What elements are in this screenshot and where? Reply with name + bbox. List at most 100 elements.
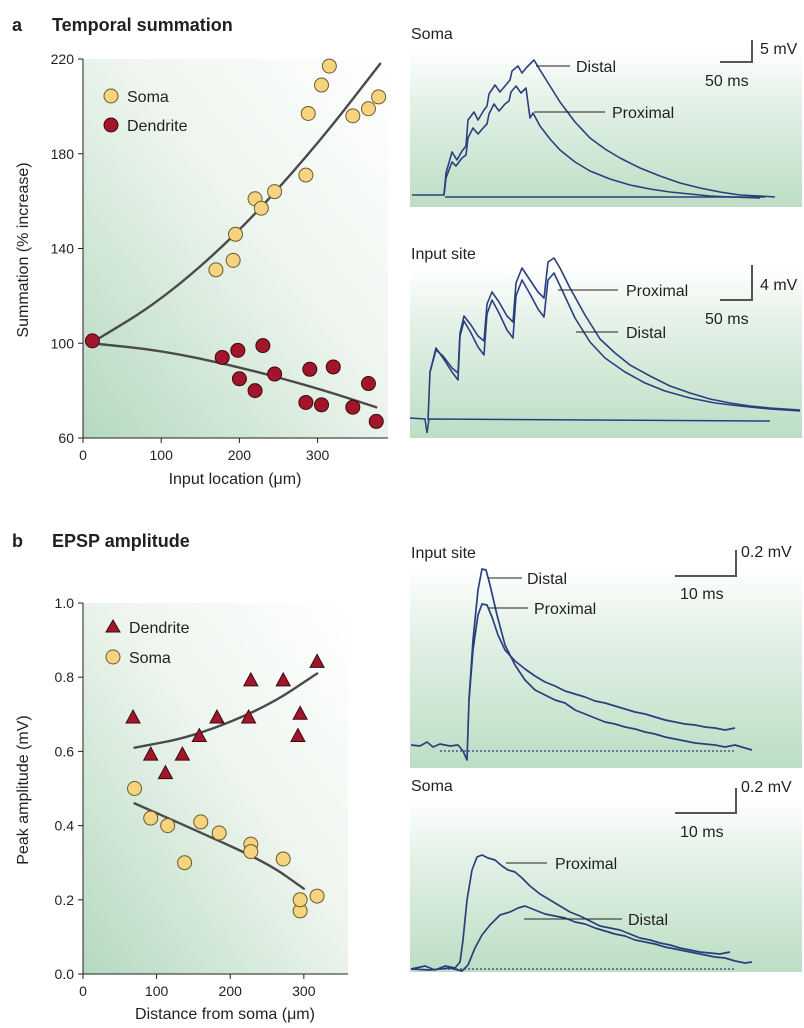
trace-b-soma-title: Soma — [411, 778, 453, 795]
point-dendrite — [231, 371, 247, 387]
trace-a-input-distal — [429, 272, 801, 412]
point-dendrite — [209, 708, 225, 724]
scatter-b-legend: Dendrite Soma — [105, 619, 190, 667]
trace-b-input-proximal — [468, 603, 736, 731]
point-soma — [345, 108, 361, 124]
trace-a-input-background — [410, 268, 802, 438]
point-dendrite — [345, 399, 361, 415]
point-soma — [298, 167, 314, 183]
point-soma — [143, 810, 159, 826]
scatter-a-ylabel: Summation (% increase) — [15, 162, 32, 337]
point-soma — [253, 200, 269, 216]
trace-a-input-label-proximal: Proximal — [626, 283, 688, 300]
point-soma — [321, 58, 337, 74]
trace-a-soma-label-distal: Distal — [576, 59, 616, 76]
point-dendrite — [191, 727, 208, 743]
legend-soma-marker — [103, 88, 119, 104]
legend-soma-label: Soma — [127, 89, 169, 106]
point-soma — [127, 781, 143, 796]
fit-line-soma — [133, 802, 306, 890]
trace-b-input-distal — [410, 568, 753, 761]
x-tick-label: 0 — [79, 447, 87, 463]
point-dendrite — [214, 349, 230, 365]
point-dendrite — [84, 333, 100, 349]
point-soma — [211, 825, 227, 841]
point-soma — [243, 844, 259, 860]
point-soma — [360, 101, 376, 117]
trace-a-input-label-distal: Distal — [626, 325, 666, 342]
legend-dendrite-label-b: Dendrite — [129, 620, 190, 637]
trace-a-input-title: Input site — [411, 246, 476, 263]
trace-a-soma-title: Soma — [411, 26, 453, 43]
point-dendrite — [309, 653, 325, 668]
x-tick-label: 300 — [306, 447, 330, 463]
point-soma — [371, 89, 387, 105]
point-dendrite — [125, 708, 141, 724]
trace-b-input-scale-t: 10 ms — [680, 586, 724, 603]
scatter-a-legend: Soma Dendrite — [103, 88, 188, 135]
legend-soma-marker-b — [105, 649, 121, 665]
point-dendrite — [174, 746, 191, 761]
scatter-b-xlabel: Distance from soma (μm) — [135, 1006, 315, 1023]
panel-b-title: EPSP amplitude — [52, 531, 190, 551]
trace-b-input-scale-v: 0.2 mV — [741, 544, 792, 561]
point-dendrite — [142, 746, 159, 761]
fit-line-dendrite — [133, 672, 319, 749]
point-dendrite — [368, 413, 384, 429]
panel-b-letter: b — [12, 531, 23, 551]
point-dendrite — [157, 764, 174, 780]
y-tick-label: 180 — [51, 146, 75, 162]
point-soma — [193, 814, 209, 830]
trace-b-input-scalebar — [675, 550, 737, 577]
point-dendrite — [275, 671, 292, 687]
panel-a-letter: a — [12, 15, 23, 35]
trace-b-soma-label-proximal: Proximal — [555, 856, 617, 873]
scatter-b: 0.0 0.2 0.4 0.6 0.8 1.0 0 100 200 300 Dendrite So… — [15, 595, 348, 1023]
trace-a-soma-distal — [412, 59, 776, 198]
point-dendrite — [242, 671, 259, 687]
trace-b-input-label-distal: Distal — [527, 571, 567, 588]
y-tick-label: 0.4 — [55, 818, 75, 834]
legend-soma-label-b: Soma — [129, 650, 171, 667]
point-dendrite — [292, 705, 308, 720]
scatter-a-xlabel: Input location (μm) — [169, 471, 302, 488]
panel-a-title: Temporal summation — [52, 15, 233, 35]
trace-b-input-title: Input site — [411, 545, 476, 562]
point-soma — [314, 77, 330, 93]
point-dendrite — [240, 708, 257, 724]
scatter-b-background — [83, 603, 348, 974]
point-soma — [300, 105, 316, 121]
trace-panel-b-input: Input site Distal Proximal 0.2 mV 10 ms — [410, 544, 802, 768]
trace-b-soma-proximal — [410, 854, 731, 971]
point-dendrite — [290, 727, 306, 743]
scatter-b-ylabel: Peak amplitude (mV) — [15, 715, 32, 864]
point-soma — [160, 818, 176, 834]
fit-line-soma — [89, 62, 382, 345]
point-dendrite — [255, 338, 271, 354]
trace-a-soma-background — [410, 50, 802, 207]
y-tick-label: 0.8 — [55, 669, 75, 685]
trace-a-soma-proximal — [443, 85, 761, 199]
point-soma — [309, 888, 325, 904]
trace-panel-a-input: Input site Proximal Distal 4 mV 50 ms — [409, 246, 802, 438]
point-soma — [208, 262, 224, 278]
trace-b-soma-distal — [410, 905, 753, 972]
point-dendrite — [267, 366, 283, 382]
trace-b-soma-background — [410, 800, 802, 972]
trace-a-soma-label-proximal: Proximal — [612, 105, 674, 122]
y-tick-label: 0.6 — [55, 743, 75, 759]
y-tick-label: 1.0 — [55, 595, 75, 611]
y-tick-label: 140 — [51, 241, 75, 257]
trace-a-soma-scale-v: 5 mV — [760, 41, 798, 58]
trace-a-input-scale-v: 4 mV — [760, 277, 798, 294]
point-soma — [292, 892, 308, 908]
fit-line-dendrite — [89, 342, 378, 409]
y-tick-label: 220 — [51, 51, 75, 67]
x-tick-label: 0 — [79, 983, 87, 999]
trace-b-soma-scalebar — [675, 788, 737, 814]
trace-b-soma-scale-t: 10 ms — [680, 824, 724, 841]
trace-b-soma-scale-v: 0.2 mV — [741, 779, 792, 796]
legend-dendrite-label: Dendrite — [127, 118, 188, 135]
point-dendrite — [314, 397, 330, 413]
